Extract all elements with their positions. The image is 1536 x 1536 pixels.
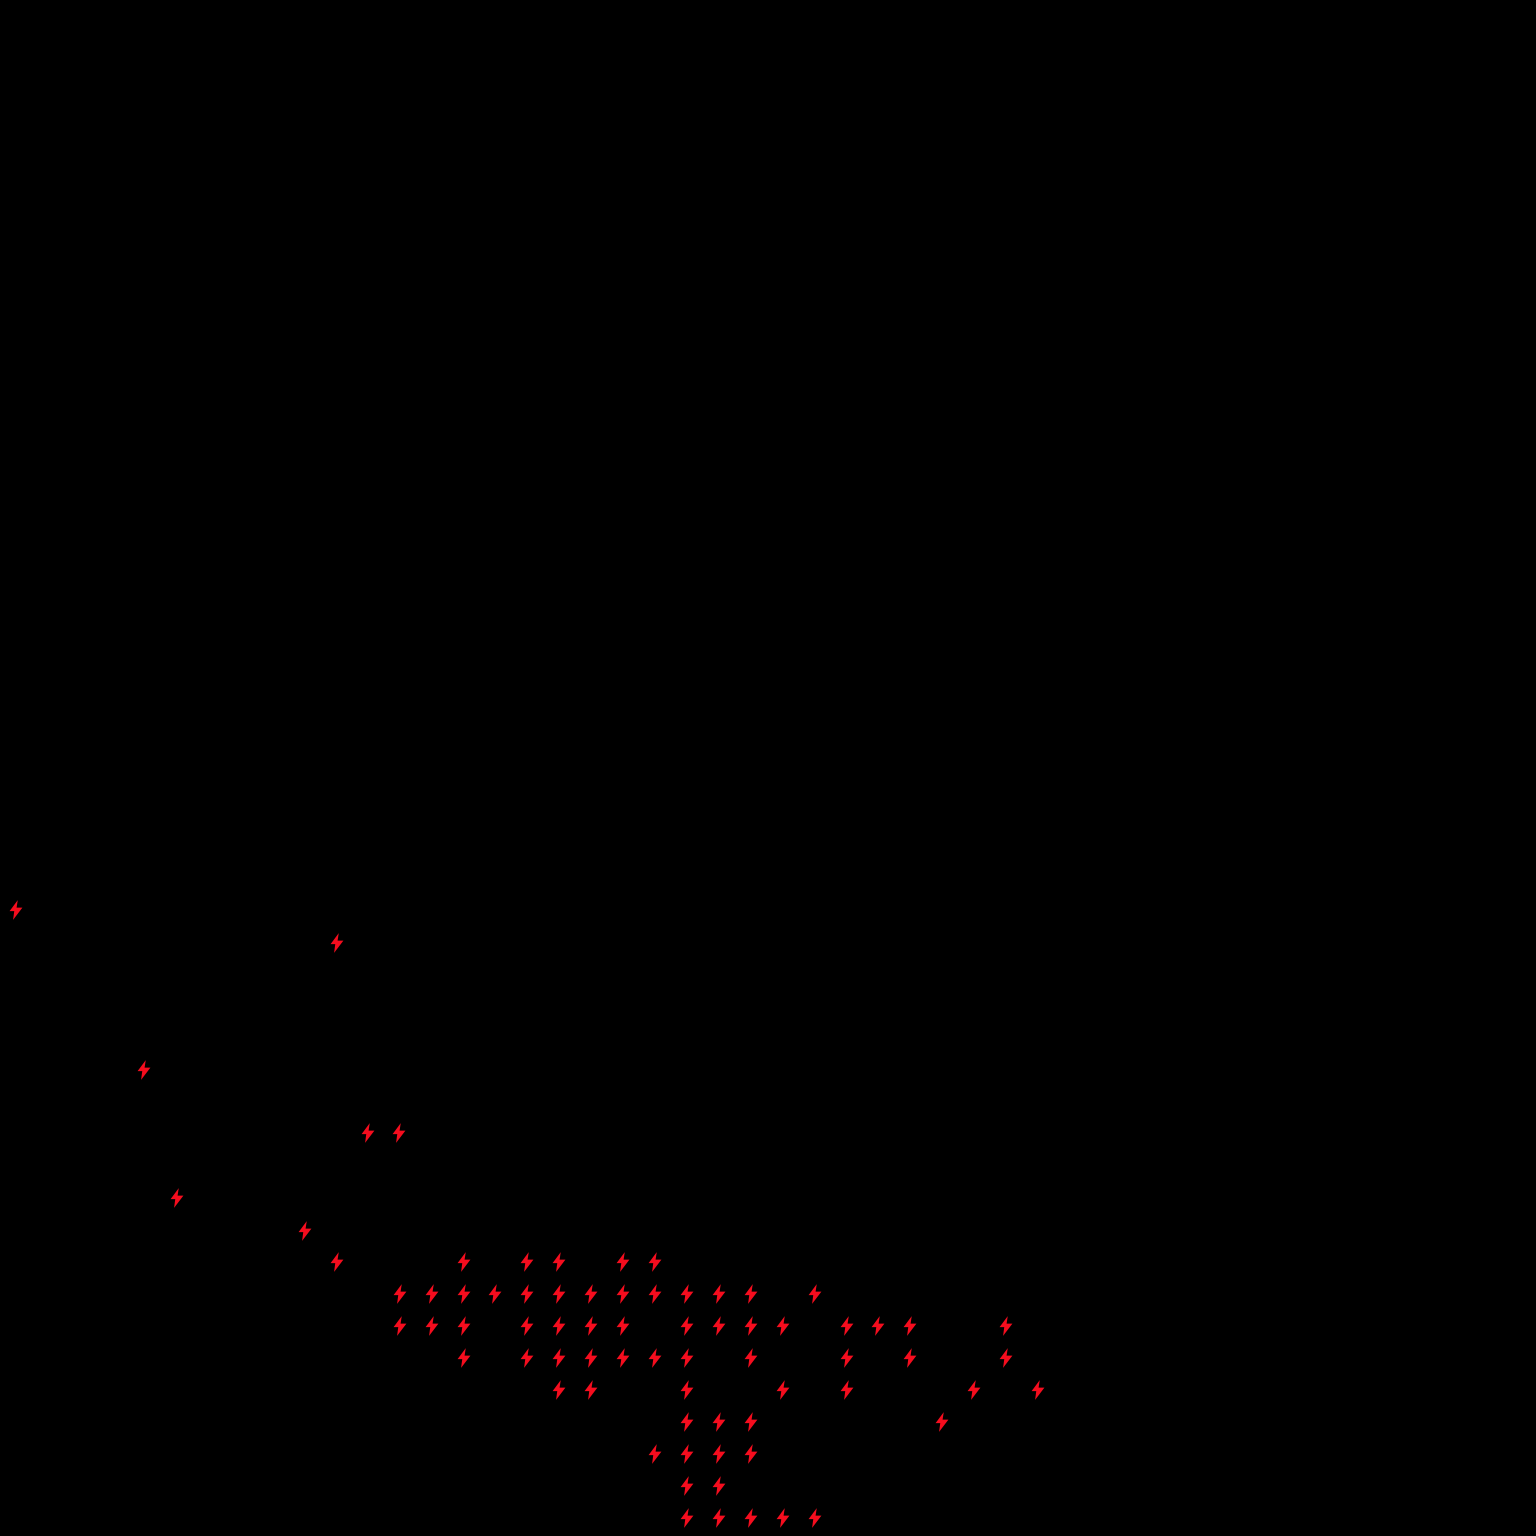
lightning-bolt-icon	[520, 1284, 534, 1304]
lightning-bolt-icon	[776, 1316, 790, 1336]
lightning-bolt-icon	[648, 1252, 662, 1272]
lightning-bolt-icon	[808, 1508, 822, 1528]
lightning-bolt-icon	[137, 1060, 151, 1080]
lightning-bolt-icon	[393, 1316, 407, 1336]
lightning-bolt-icon	[648, 1444, 662, 1464]
lightning-bolt-icon	[616, 1252, 630, 1272]
lightning-bolt-icon	[903, 1348, 917, 1368]
lightning-bolt-icon	[712, 1412, 726, 1432]
lightning-bolt-icon	[744, 1284, 758, 1304]
lightning-bolt-icon	[298, 1221, 312, 1241]
lightning-bolt-icon	[457, 1252, 471, 1272]
lightning-bolt-icon	[552, 1252, 566, 1272]
lightning-bolt-icon	[552, 1284, 566, 1304]
lightning-bolt-icon	[999, 1348, 1013, 1368]
lightning-bolt-icon	[967, 1380, 981, 1400]
lightning-bolt-icon	[744, 1316, 758, 1336]
lightning-bolt-icon	[712, 1508, 726, 1528]
lightning-bolt-icon	[680, 1284, 694, 1304]
lightning-bolt-icon	[680, 1476, 694, 1496]
lightning-bolt-icon	[616, 1316, 630, 1336]
lightning-bolt-icon	[744, 1412, 758, 1432]
lightning-bolt-icon	[712, 1284, 726, 1304]
lightning-bolt-icon	[712, 1444, 726, 1464]
lightning-bolt-icon	[330, 933, 344, 953]
lightning-bolt-icon	[1031, 1380, 1045, 1400]
lightning-bolt-icon	[552, 1348, 566, 1368]
lightning-bolt-icon	[840, 1348, 854, 1368]
lightning-bolt-icon	[840, 1380, 854, 1400]
lightning-bolt-icon	[616, 1348, 630, 1368]
lightning-bolt-icon	[393, 1284, 407, 1304]
lightning-bolt-icon	[392, 1123, 406, 1143]
lightning-bolt-icon	[616, 1284, 630, 1304]
lightning-bolt-icon	[170, 1188, 184, 1208]
lightning-bolt-icon	[808, 1284, 822, 1304]
lightning-bolt-icon	[840, 1316, 854, 1336]
lightning-bolt-icon	[584, 1380, 598, 1400]
lightning-bolt-icon	[776, 1508, 790, 1528]
lightning-bolt-icon	[680, 1348, 694, 1368]
lightning-bolt-icon	[680, 1380, 694, 1400]
lightning-bolt-icon	[552, 1380, 566, 1400]
lightning-bolt-icon	[425, 1316, 439, 1336]
lightning-bolt-icon	[520, 1348, 534, 1368]
lightning-bolt-icon	[488, 1284, 502, 1304]
lightning-bolt-icon	[712, 1316, 726, 1336]
lightning-bolt-icon	[457, 1284, 471, 1304]
lightning-bolt-icon	[9, 900, 23, 920]
lightning-bolt-icon	[425, 1284, 439, 1304]
lightning-bolt-icon	[744, 1508, 758, 1528]
lightning-bolt-icon	[457, 1316, 471, 1336]
lightning-bolt-icon	[680, 1444, 694, 1464]
lightning-bolt-icon	[680, 1412, 694, 1432]
lightning-bolt-icon	[330, 1252, 344, 1272]
lightning-bolt-icon	[903, 1316, 917, 1336]
lightning-bolt-icon	[584, 1284, 598, 1304]
lightning-bolt-icon	[648, 1348, 662, 1368]
lightning-bolt-icon	[520, 1316, 534, 1336]
lightning-bolt-icon	[935, 1412, 949, 1432]
lightning-bolt-icon	[584, 1316, 598, 1336]
lightning-bolt-icon	[361, 1123, 375, 1143]
lightning-bolt-icon	[776, 1380, 790, 1400]
lightning-bolt-icon	[584, 1348, 598, 1368]
lightning-bolt-icon	[680, 1508, 694, 1528]
lightning-bolt-icon	[871, 1316, 885, 1336]
lightning-bolt-icon	[680, 1316, 694, 1336]
lightning-bolt-icon	[744, 1348, 758, 1368]
lightning-bolt-icon	[520, 1252, 534, 1272]
lightning-bolt-icon	[552, 1316, 566, 1336]
lightning-bolt-icon	[648, 1284, 662, 1304]
lightning-bolt-icon	[744, 1444, 758, 1464]
lightning-bolt-icon	[457, 1348, 471, 1368]
lightning-bolt-icon	[999, 1316, 1013, 1336]
lightning-bolt-icon	[712, 1476, 726, 1496]
